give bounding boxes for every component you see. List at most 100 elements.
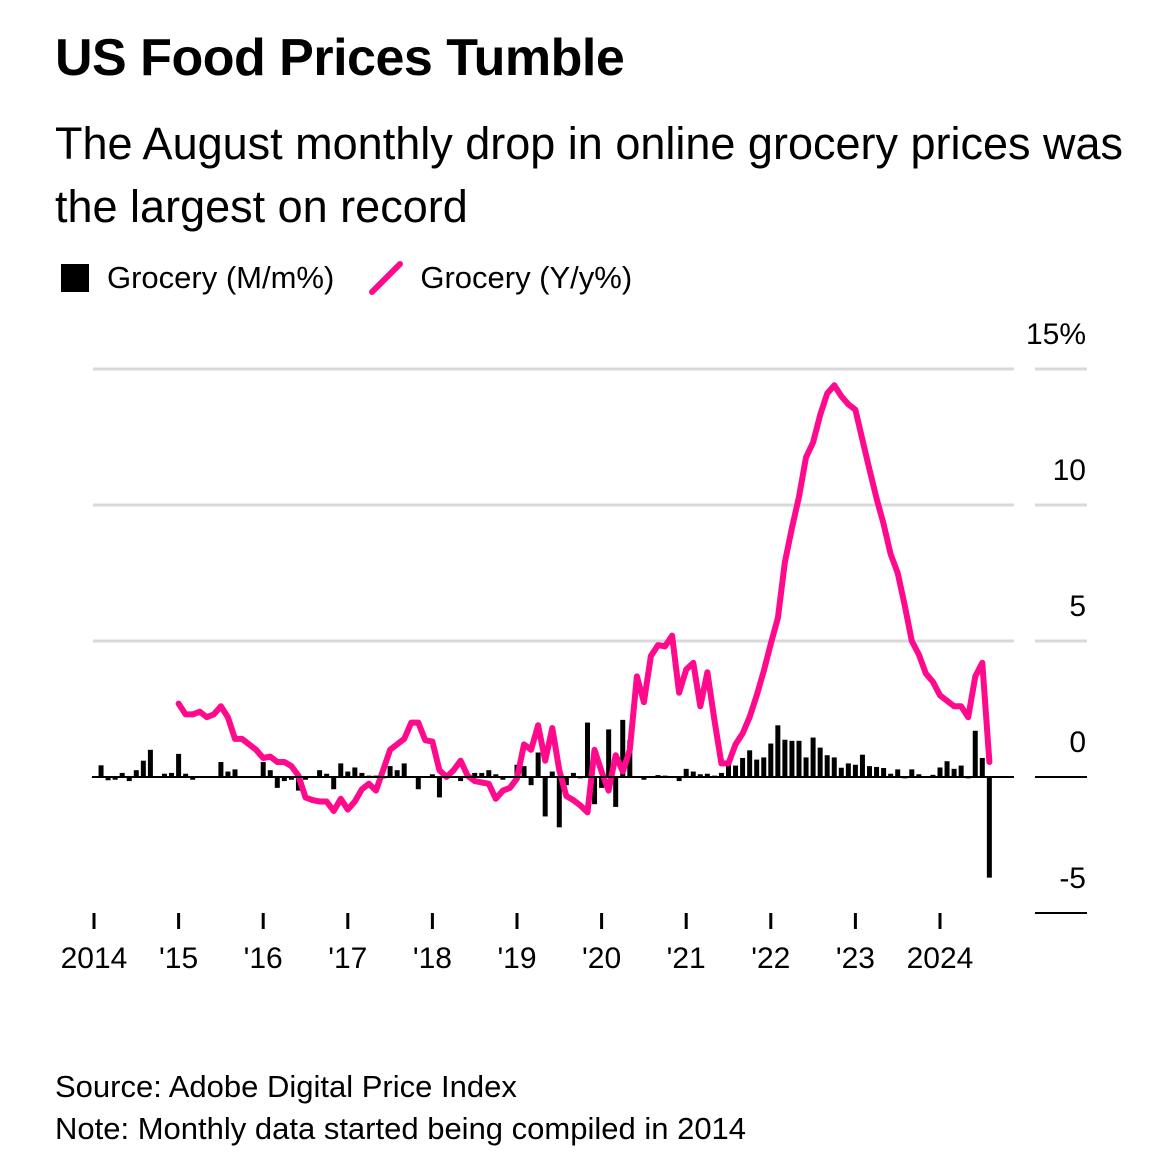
bar: [690, 771, 696, 777]
bar: [592, 777, 598, 805]
bar: [570, 772, 576, 777]
source-text: Source: Adobe Digital Price Index: [55, 1069, 517, 1104]
bar: [831, 757, 837, 777]
bar: [147, 749, 153, 777]
bar: [944, 761, 950, 777]
bar: [140, 760, 146, 777]
bar: [761, 757, 767, 777]
x-tick-label: '15: [159, 942, 198, 975]
bar: [176, 753, 182, 777]
bar: [775, 725, 781, 777]
bar: [803, 757, 809, 777]
x-tick-label: '19: [497, 942, 536, 975]
bar: [606, 729, 612, 777]
bar: [359, 772, 365, 777]
bar: [895, 769, 901, 777]
bar: [867, 766, 872, 777]
bar: [535, 752, 541, 777]
bar: [317, 770, 323, 777]
bar: [845, 763, 851, 777]
bar: [683, 768, 689, 777]
bar: [676, 777, 682, 782]
bar: [267, 770, 273, 777]
bar: [599, 777, 605, 788]
bar: [789, 740, 795, 777]
bar: [429, 774, 435, 777]
chart-subtitle: The August monthly drop in online grocer…: [55, 118, 1124, 232]
legend-label-yy: Grocery (Y/y%): [420, 260, 633, 295]
bar: [352, 767, 358, 777]
bar: [345, 771, 351, 777]
bar: [436, 777, 442, 798]
y-tick-label: 0: [1069, 726, 1086, 759]
legend-line-swatch-icon: [369, 261, 404, 295]
bar: [852, 764, 858, 777]
bar: [979, 757, 985, 777]
bar: [394, 770, 400, 777]
bar: [521, 766, 527, 777]
bar: [415, 777, 421, 790]
bar: [754, 759, 760, 777]
bar: [838, 767, 844, 777]
bar: [824, 755, 830, 777]
bar: [105, 777, 111, 781]
bar: [458, 777, 464, 782]
bar: [549, 771, 555, 777]
bar: [704, 773, 710, 777]
bar: [288, 777, 294, 780]
bar: [937, 767, 943, 777]
footer: Source: Adobe Digital Price Index Note: …: [55, 1066, 746, 1150]
y-tick-label: 10: [1053, 454, 1086, 487]
x-tick-label: '23: [836, 942, 875, 975]
bar: [888, 773, 894, 777]
bar: [916, 774, 922, 777]
bar: [817, 747, 823, 777]
bar: [387, 766, 393, 777]
bar: [796, 740, 802, 777]
bar: [500, 777, 506, 780]
bar: [479, 772, 485, 777]
bar: [472, 772, 478, 777]
bar: [331, 777, 337, 790]
bar: [98, 765, 104, 777]
bar: [740, 757, 746, 777]
bar: [162, 773, 167, 777]
bar: [930, 774, 936, 777]
bar: [733, 765, 739, 777]
x-tick-label: '21: [667, 942, 706, 975]
bar: [859, 754, 865, 777]
legend-bar-swatch-icon: [61, 264, 89, 292]
bar: [126, 777, 132, 782]
bar: [782, 739, 788, 777]
x-tick-label: 2014: [61, 942, 128, 975]
chart-title: US Food Prices Tumble: [55, 29, 625, 87]
bar: [303, 777, 308, 780]
bar: [874, 766, 880, 777]
yy-line: [175, 382, 993, 816]
bar: [613, 777, 619, 807]
bar: [324, 773, 330, 777]
bar: [726, 760, 731, 777]
bar: [972, 730, 978, 777]
bar: [620, 719, 626, 777]
bar: [542, 777, 548, 817]
x-tick-label: '18: [413, 942, 452, 975]
legend: Grocery (M/m%) Grocery (Y/y%): [55, 258, 632, 298]
x-tick-label: '17: [328, 942, 367, 975]
bar: [274, 777, 280, 788]
x-tick-label: 2024: [907, 942, 974, 975]
bar: [119, 772, 125, 777]
bar: [401, 763, 407, 777]
bar: [232, 769, 238, 777]
x-tick-label: '16: [244, 942, 283, 975]
y-tick-label: -5: [1059, 862, 1086, 895]
bar: [183, 773, 189, 777]
x-tick-label: '20: [582, 942, 621, 975]
bar: [556, 777, 562, 828]
bar: [881, 768, 887, 777]
bar: [338, 763, 344, 777]
bar: [260, 762, 266, 777]
bar: [697, 774, 703, 777]
bar: [493, 774, 499, 777]
